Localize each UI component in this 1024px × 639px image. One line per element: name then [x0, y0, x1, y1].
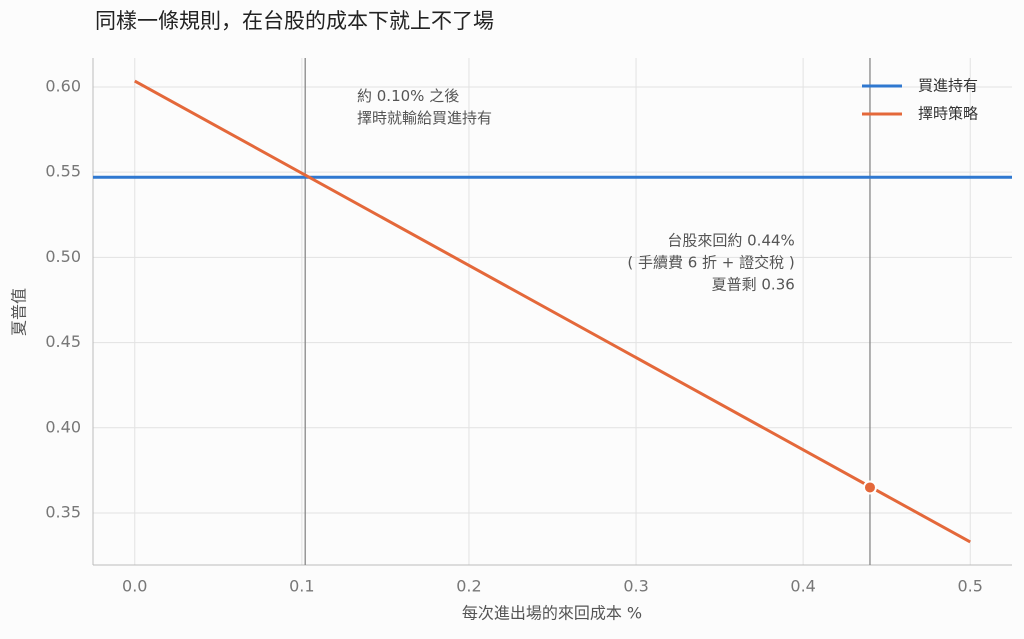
annotation: ( 手續費 6 折 + 證交稅 ) — [627, 254, 794, 272]
annotation: 擇時就輸給買進持有 — [357, 109, 492, 127]
x-tick-label: 0.2 — [456, 577, 481, 596]
x-axis-label: 每次進出場的來回成本 % — [462, 604, 642, 623]
y-tick-label: 0.35 — [45, 503, 81, 522]
annotation: 約 0.10% 之後 — [357, 87, 459, 105]
x-tick-label: 0.5 — [958, 577, 983, 596]
y-tick-label: 0.55 — [45, 162, 81, 181]
y-tick-label: 0.45 — [45, 332, 81, 351]
x-tick-label: 0.1 — [289, 577, 314, 596]
y-axis-label: 夏普值 — [10, 288, 29, 336]
chart-title: 同樣一條規則，在台股的成本下就上不了場 — [95, 9, 494, 33]
legend-label: 擇時策略 — [918, 105, 978, 123]
legend-label: 買進持有 — [918, 77, 978, 95]
x-tick-label: 0.0 — [122, 577, 147, 596]
highlight-point — [862, 480, 877, 495]
annotation: 夏普剩 0.36 — [712, 276, 795, 294]
line-series — [134, 79, 971, 544]
y-tick-label: 0.40 — [45, 417, 81, 436]
y-tick-label: 0.60 — [45, 76, 81, 95]
annotation: 台股來回約 0.44% — [667, 232, 794, 250]
x-tick-label: 0.4 — [790, 577, 815, 596]
y-tick-label: 0.50 — [45, 247, 81, 266]
x-tick-label: 0.3 — [623, 577, 648, 596]
